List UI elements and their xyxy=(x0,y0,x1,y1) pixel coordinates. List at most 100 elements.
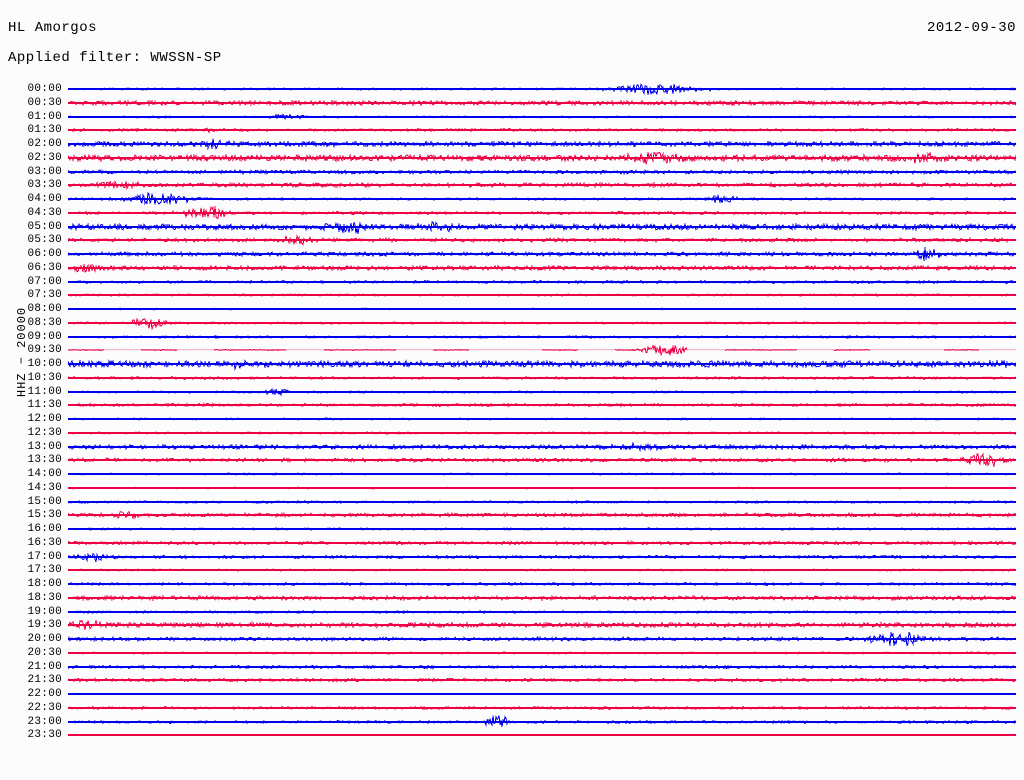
seismic-trace-row xyxy=(68,278,1016,285)
seismic-trace-row xyxy=(68,375,1016,381)
row-time-label: 18:00 xyxy=(27,578,62,590)
seismic-trace-row xyxy=(68,539,1016,546)
seismic-trace-row xyxy=(68,247,1016,261)
row-time-label: 14:00 xyxy=(27,468,62,480)
seismic-trace-row xyxy=(68,402,1016,409)
row-time-label: 15:30 xyxy=(27,509,62,522)
recording-date: 2012-09-30 xyxy=(926,20,1016,36)
seismic-trace-row xyxy=(68,663,1016,670)
row-time-label: 08:00 xyxy=(27,303,62,315)
row-time-label: 02:00 xyxy=(27,138,62,150)
row-time-label: 06:30 xyxy=(27,261,62,274)
row-time-label: 15:00 xyxy=(27,495,62,508)
seismic-trace-row xyxy=(68,112,1016,120)
seismic-trace-row xyxy=(68,440,1016,452)
seismic-trace-row xyxy=(68,594,1016,602)
row-time-label: 02:30 xyxy=(27,151,62,164)
seismic-trace-row xyxy=(68,581,1016,587)
seismic-trace-row xyxy=(68,526,1016,532)
seismic-trace-row xyxy=(68,205,1016,220)
seismic-trace-row xyxy=(68,650,1016,655)
row-time-label: 09:00 xyxy=(27,330,62,343)
row-time-label: 16:30 xyxy=(27,536,62,549)
seismic-trace-row xyxy=(68,307,1016,311)
seismic-trace-row xyxy=(68,714,1016,727)
row-time-label: 03:00 xyxy=(27,165,62,178)
seismic-trace-row xyxy=(68,168,1016,175)
seismic-trace-row xyxy=(68,220,1016,234)
seismic-trace-row xyxy=(68,568,1016,573)
seismic-trace-row xyxy=(68,552,1016,562)
seismic-trace-row xyxy=(68,430,1016,435)
row-time-label: 14:30 xyxy=(27,481,62,494)
seismic-trace-row xyxy=(68,472,1016,476)
seismic-trace-row xyxy=(68,334,1016,339)
row-time-label: 13:00 xyxy=(27,440,62,453)
row-time-label: 07:00 xyxy=(27,275,62,288)
row-time-label: 23:30 xyxy=(27,729,62,742)
row-time-label: 19:00 xyxy=(27,605,62,618)
row-time-label: 12:30 xyxy=(27,426,62,439)
seismic-trace-row xyxy=(68,138,1016,150)
seismic-trace-row xyxy=(68,499,1016,504)
seismic-trace-row xyxy=(68,632,1016,646)
seismic-trace-row xyxy=(68,511,1016,521)
row-time-label: 00:30 xyxy=(27,96,62,109)
row-time-label: 03:30 xyxy=(27,179,62,192)
row-time-label: 17:30 xyxy=(27,564,62,577)
row-time-label: 10:00 xyxy=(27,358,62,370)
row-time-label: 19:30 xyxy=(27,619,62,632)
seismic-trace-row xyxy=(68,609,1016,614)
seismic-trace-row xyxy=(68,293,1016,298)
seismic-trace-row xyxy=(68,83,1016,96)
seismic-trace-row xyxy=(68,98,1016,107)
row-time-label: 23:00 xyxy=(27,715,62,728)
row-time-label: 16:00 xyxy=(27,523,62,535)
seismic-trace-row xyxy=(68,343,1016,357)
station-title: HL Amorgos xyxy=(8,20,98,36)
seismic-trace-row xyxy=(68,387,1016,397)
seismic-trace-row xyxy=(68,263,1016,273)
seismic-trace-row xyxy=(68,127,1016,135)
row-time-label: 04:30 xyxy=(27,206,62,219)
row-time-label: 11:30 xyxy=(27,399,62,412)
row-time-label: 05:30 xyxy=(27,234,62,247)
seismic-trace-row xyxy=(68,734,1016,737)
seismic-trace-row xyxy=(68,358,1016,371)
seismic-trace-row xyxy=(68,417,1016,421)
row-time-label: 22:00 xyxy=(27,688,62,700)
row-time-label: 17:00 xyxy=(27,550,62,563)
seismic-trace-row xyxy=(68,677,1016,684)
row-time-label: 09:30 xyxy=(27,344,62,357)
seismic-trace-row xyxy=(68,150,1016,165)
seismic-trace-row xyxy=(68,692,1016,696)
row-time-label: 21:00 xyxy=(27,660,62,673)
row-time-label: 12:00 xyxy=(27,413,62,425)
seismic-trace-row xyxy=(68,317,1016,330)
row-time-label: 08:30 xyxy=(27,316,62,329)
seismic-trace-row xyxy=(68,704,1016,711)
row-time-label: 11:00 xyxy=(27,385,62,398)
row-time-label: 01:30 xyxy=(27,124,62,137)
row-time-label: 21:30 xyxy=(27,674,62,687)
row-time-label: 22:30 xyxy=(27,701,62,714)
seismic-trace-row xyxy=(68,234,1016,246)
row-time-label: 06:00 xyxy=(27,248,62,260)
row-time-label: 10:30 xyxy=(27,371,62,384)
row-time-label: 07:30 xyxy=(27,289,62,302)
seismic-trace-row xyxy=(68,619,1016,631)
seismic-trace-row xyxy=(68,192,1016,206)
seismic-trace-row xyxy=(68,180,1016,191)
row-time-label: 01:00 xyxy=(27,110,62,123)
row-time-label: 20:30 xyxy=(27,646,62,659)
row-time-label: 20:00 xyxy=(27,633,62,645)
seismic-trace-row xyxy=(68,486,1016,490)
row-time-label: 05:00 xyxy=(27,220,62,233)
row-time-label: 00:00 xyxy=(27,83,62,95)
row-time-label: 13:30 xyxy=(27,454,62,467)
row-time-label: 18:30 xyxy=(27,591,62,604)
row-time-label: 04:00 xyxy=(27,193,62,205)
seismic-trace-row xyxy=(68,453,1016,468)
applied-filter-label: Applied filter: WWSSN-SP xyxy=(8,50,222,66)
